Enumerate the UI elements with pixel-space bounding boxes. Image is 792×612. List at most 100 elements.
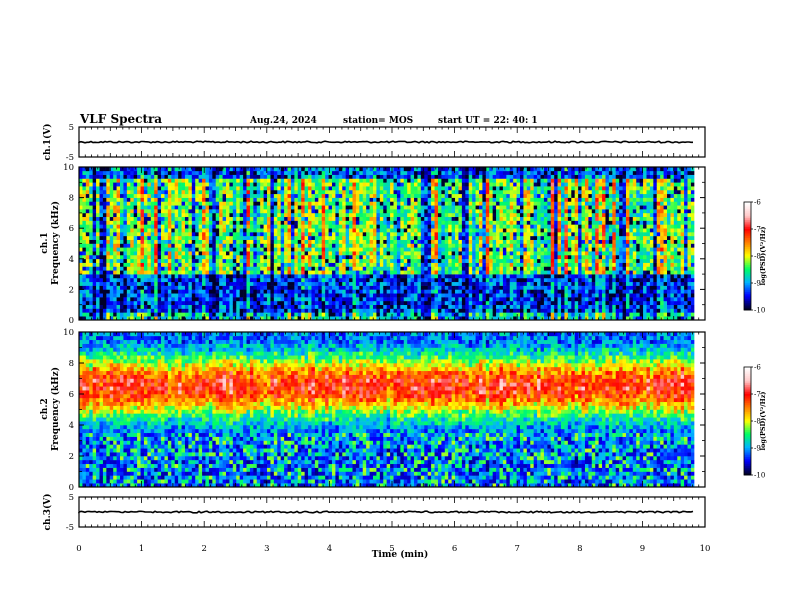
colorbar-step (744, 440, 751, 443)
colorbar-step (744, 386, 751, 389)
panel-frame (78, 126, 706, 158)
date-label: Aug.24, 2024 (249, 116, 317, 126)
xtick-label: 6 (452, 544, 457, 554)
colorbar-step (744, 399, 751, 402)
start-time-label: start UT = 22: 40: 1 (438, 116, 538, 126)
xtick-label: 0 (76, 544, 81, 554)
colorbar-step (744, 448, 751, 451)
colorbar-step (744, 227, 751, 230)
colorbar-step (744, 265, 751, 268)
xtick-label: 4 (327, 544, 332, 554)
colorbar-step (744, 430, 751, 433)
colorbar-step (744, 413, 751, 416)
colorbar-step (744, 426, 751, 429)
xtick-label: 9 (640, 544, 645, 554)
waveform-panel-ch1: 5 -5 (66, 123, 706, 163)
ylabel-ch2-channel: ch.2 (40, 398, 50, 419)
ylabel-ch3-waveform: ch.3(V) (42, 494, 53, 531)
colorbar-step (744, 451, 751, 454)
colorbar-step (744, 209, 751, 212)
ytick-label: 10 (63, 163, 74, 173)
colorbar-step (744, 431, 751, 434)
colorbar-step (744, 403, 751, 406)
colorbar-step (744, 297, 751, 300)
colorbar-step (744, 464, 751, 467)
colorbar-step (744, 415, 751, 418)
colorbar-step (744, 388, 751, 391)
colorbar-step (744, 238, 751, 241)
waveform-line (78, 510, 694, 514)
colorbar-step (744, 211, 751, 214)
colorbar-step (744, 372, 751, 375)
colorbar-step (744, 221, 751, 224)
colorbar-step (744, 453, 751, 456)
colorbar-step (744, 257, 751, 260)
colorbar-step (744, 467, 751, 470)
ytick-label: 6 (69, 224, 74, 234)
xtick-label: 10 (700, 544, 711, 554)
colorbar-step (744, 214, 751, 217)
ytick-label: 2 (69, 452, 74, 462)
colorbar-step (744, 207, 751, 210)
xtick-label: 2 (201, 544, 206, 554)
colorbar-step (744, 245, 751, 248)
colorbar-step (744, 301, 751, 304)
figure-title: VLF Spectra (79, 112, 162, 126)
colorbar-step (744, 428, 751, 431)
colorbar-step (744, 247, 751, 250)
ytick-label: 4 (69, 421, 74, 431)
ytick-label: 8 (69, 194, 74, 204)
colorbar-step (744, 266, 751, 269)
colorbar-step (744, 254, 751, 257)
spectrogram-image (79, 332, 695, 488)
colorbar-step (744, 306, 751, 309)
spectrogram-image (79, 167, 695, 321)
panel-frame (78, 496, 706, 528)
colorbar-step (744, 270, 751, 273)
colorbar-step (744, 433, 751, 436)
colorbar-step (744, 284, 751, 287)
colorbar-step (744, 212, 751, 215)
colorbar-step (744, 225, 751, 228)
colorbar-step (744, 295, 751, 298)
colorbar-step (744, 395, 751, 398)
colorbar-tick-label: -8 (754, 418, 761, 426)
colorbar-step (744, 424, 751, 427)
ylabel-ch1-channel: ch.1 (40, 232, 50, 253)
colorbar-step (744, 304, 751, 307)
panel-frame (78, 166, 706, 321)
colorbar-step (744, 377, 751, 380)
colorbar-tick-label: -7 (754, 226, 761, 234)
colorbar-step (744, 230, 751, 233)
colorbar-step (744, 442, 751, 445)
ytick-label: 2 (69, 285, 74, 295)
colorbar-tick-label: -8 (754, 253, 761, 261)
ytick-label: 5 (69, 493, 74, 503)
colorbar-step (744, 383, 751, 386)
colorbar-step (744, 268, 751, 271)
panel-frame (78, 331, 706, 488)
colorbar-step (744, 458, 751, 461)
colorbar-step (744, 279, 751, 282)
colorbar-step (744, 277, 751, 280)
xtick-label: 7 (514, 544, 519, 554)
colorbar-step (744, 288, 751, 291)
colorbar-step (744, 435, 751, 438)
colorbar-step (744, 466, 751, 469)
colorbar-step (744, 218, 751, 221)
colorbar-step (744, 261, 751, 264)
colorbar-step (744, 471, 751, 474)
colorbar-ch2: -6 -7 -8 -9 -10 (743, 364, 765, 480)
colorbar-step (744, 394, 751, 397)
colorbar-step (744, 367, 751, 370)
colorbar-tick-label: -9 (754, 280, 761, 288)
colorbar-step (744, 368, 751, 371)
colorbar-step (744, 202, 751, 205)
colorbar-step (744, 274, 751, 277)
colorbar-step (744, 390, 751, 393)
xaxis-label: Time (min) (372, 549, 429, 560)
colorbar-step (744, 259, 751, 262)
ytick-label: 0 (69, 316, 74, 326)
colorbar-label-ch1: log(PSD)(V²/Hz) (759, 227, 767, 286)
